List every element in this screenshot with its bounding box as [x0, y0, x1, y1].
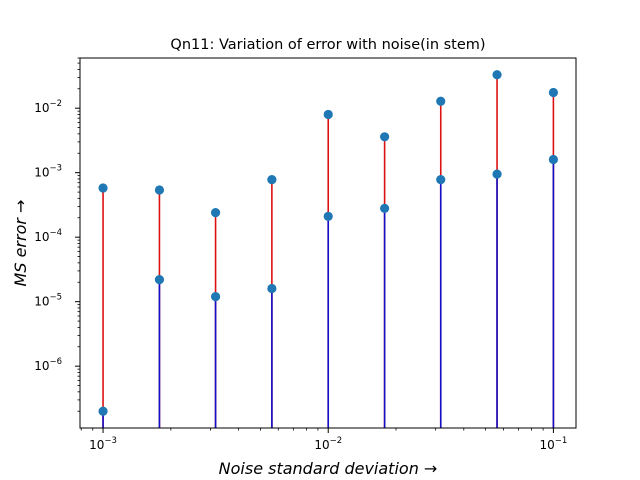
stem-marker-s1-3 — [267, 283, 277, 294]
y-tick-label-2: 10−4 — [34, 228, 62, 244]
stem-marker-s0-6 — [436, 96, 446, 106]
x-tick-label-2: 10−1 — [539, 436, 567, 452]
y-axis-label: MS error → — [11, 200, 30, 287]
x-tick-label-0: 10−3 — [89, 436, 117, 452]
stem-marker-s1-6 — [436, 175, 446, 185]
stem-marker-s0-8 — [548, 87, 558, 98]
stem-marker-s1-5 — [380, 203, 390, 213]
stem-marker-s1-2 — [210, 291, 221, 302]
stem-marker-s1-8 — [548, 154, 558, 165]
chart-title: Qn11: Variation of error with noise(in s… — [170, 37, 485, 53]
x-tick-label-1: 10−2 — [314, 436, 342, 452]
stem-lines — [102, 74, 555, 428]
y-tick-label-4: 10−2 — [34, 99, 62, 115]
x-axis-label: Noise standard deviation → — [219, 459, 438, 478]
y-tick-label-3: 10−3 — [34, 164, 62, 180]
stem-marker-s0-5 — [380, 132, 390, 142]
axis-ticks: 10−3 10−2 10−1 10−6 10−5 10−4 10−3 10−2 — [34, 57, 567, 452]
stem-marker-s0-3 — [267, 175, 277, 185]
plot-frame — [79, 57, 577, 429]
stem-marker-s0-1 — [154, 185, 165, 195]
stem-marker-s1-1 — [154, 274, 165, 285]
stem-marker-s1-7 — [492, 169, 502, 179]
stem-marker-s1-0 — [98, 406, 108, 416]
stem-marker-s0-0 — [98, 183, 108, 193]
stem-markers — [98, 70, 558, 416]
y-tick-label-1: 10−5 — [34, 293, 62, 309]
stem-marker-s0-2 — [210, 208, 221, 218]
stem-marker-s1-4 — [323, 211, 333, 221]
stem-marker-s0-4 — [323, 109, 333, 120]
y-tick-label-0: 10−6 — [34, 357, 62, 373]
stem-marker-s0-7 — [492, 70, 502, 80]
